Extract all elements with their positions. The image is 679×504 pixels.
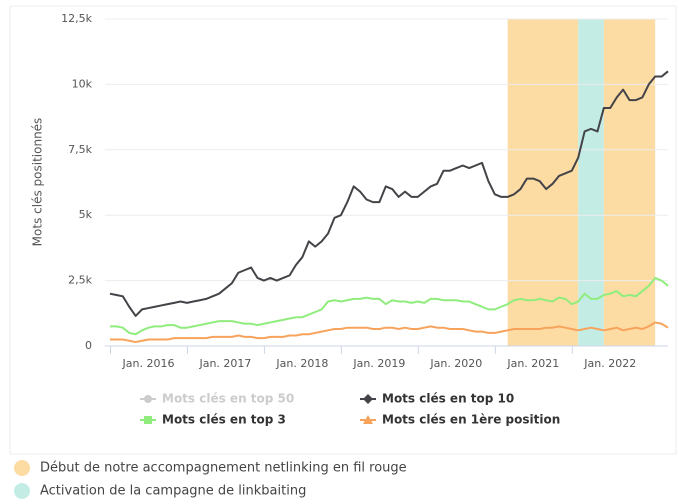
x-tick-label: Jan. 2022 — [583, 357, 636, 370]
x-tick-label: Jan. 2017 — [198, 357, 251, 370]
y-tick-label: 0 — [85, 339, 92, 352]
band-legend-dot — [14, 460, 30, 476]
x-tick-label: Jan. 2020 — [429, 357, 482, 370]
legend-label: Mots clés en top 3 — [162, 413, 286, 427]
x-tick-label: Jan. 2018 — [275, 357, 328, 370]
plot-band — [578, 19, 604, 346]
y-axis-title: Mots clés positionnés — [31, 118, 45, 247]
legend-label: Mots clés en top 10 — [382, 392, 514, 406]
series-line — [110, 276, 669, 336]
plot-band — [603, 19, 656, 346]
x-tick-label: Jan. 2021 — [506, 357, 559, 370]
legend-marker — [363, 415, 373, 424]
y-tick-label: 5k — [79, 208, 93, 221]
y-tick-label: 7,5k — [68, 143, 92, 156]
x-tick-label: Jan. 2016 — [122, 357, 175, 370]
legend-label: Mots clés en top 50 — [162, 392, 294, 406]
series-line — [110, 321, 669, 344]
y-tick-label: 12,5k — [61, 12, 92, 25]
plot-band — [507, 19, 579, 346]
legend-marker — [363, 394, 373, 404]
legend-marker — [144, 395, 152, 403]
band-legend-label: Activation de la campagne de linkbaiting — [40, 484, 306, 499]
y-tick-label: 2,5k — [68, 274, 92, 287]
band-legend-dot — [14, 483, 30, 499]
band-legend-label: Début de notre accompagnement netlinking… — [40, 461, 407, 476]
series-line — [109, 70, 669, 317]
chart-frame — [9, 5, 677, 455]
x-tick-label: Jan. 2019 — [352, 357, 405, 370]
y-tick-label: 10k — [72, 77, 93, 90]
legend-marker — [144, 416, 152, 424]
legend-label: Mots clés en 1ère position — [382, 413, 560, 427]
